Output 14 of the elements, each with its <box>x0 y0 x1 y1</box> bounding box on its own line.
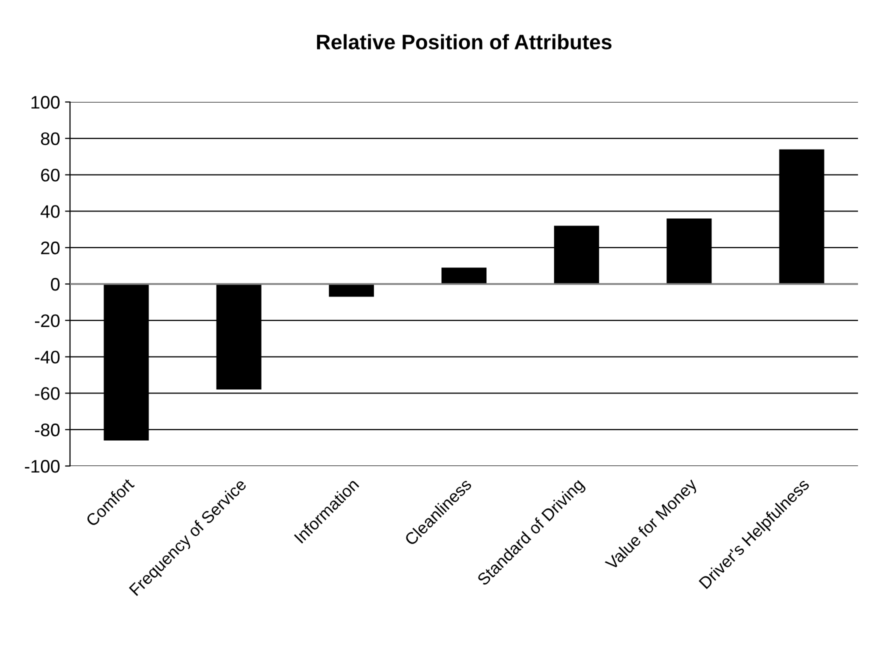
y-tick-label: 60 <box>41 168 60 182</box>
y-tick-label: -80 <box>34 424 60 436</box>
y-tick-label: 20 <box>41 242 60 254</box>
chart-title: Relative Position of Attributes <box>317 34 612 50</box>
y-tick-label: 80 <box>40 132 60 146</box>
y-tick-label: 40 <box>40 205 60 218</box>
y-tick-label: -20 <box>34 314 60 328</box>
y-tick-label: -100 <box>24 460 60 473</box>
y-tick-label: 100 <box>32 96 60 109</box>
y-tick-label: -60 <box>34 387 60 400</box>
y-tick-label: -40 <box>34 350 60 364</box>
bar <box>328 284 374 297</box>
y-tick-label: 0 <box>50 278 60 291</box>
bar <box>441 268 487 284</box>
